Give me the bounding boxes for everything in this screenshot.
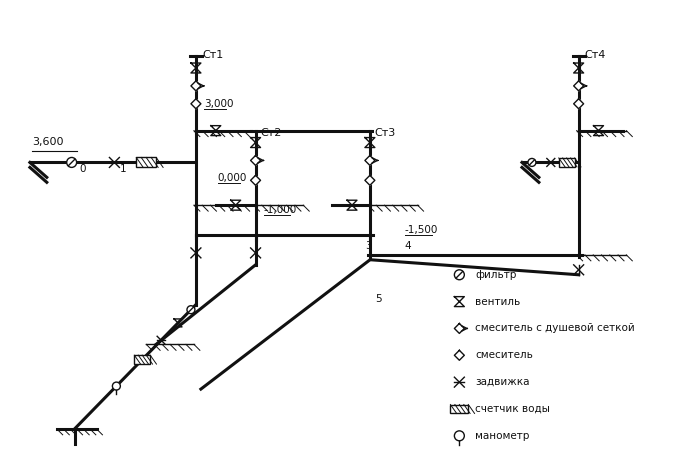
Circle shape (528, 159, 536, 167)
Polygon shape (251, 155, 260, 165)
Circle shape (66, 158, 76, 168)
Text: 0,000: 0,000 (218, 173, 247, 183)
Circle shape (454, 431, 464, 441)
Polygon shape (365, 176, 375, 185)
Text: 3,600: 3,600 (32, 136, 64, 146)
Text: Ст3: Ст3 (375, 127, 396, 138)
Polygon shape (574, 99, 584, 109)
Polygon shape (454, 323, 464, 333)
Text: 3: 3 (365, 241, 372, 251)
Bar (136, 158, 156, 168)
Text: задвижка: задвижка (475, 377, 530, 387)
Text: -1,500: -1,500 (405, 225, 438, 235)
Text: Ст1: Ст1 (202, 50, 223, 60)
Circle shape (187, 306, 195, 314)
Circle shape (113, 382, 120, 390)
Polygon shape (574, 81, 584, 91)
Polygon shape (191, 99, 201, 109)
Text: смеситель: смеситель (475, 350, 533, 360)
Text: 3,000: 3,000 (204, 99, 233, 109)
Polygon shape (251, 176, 260, 185)
Text: 4: 4 (405, 241, 412, 251)
Bar (559, 158, 575, 167)
Bar (134, 355, 150, 364)
Text: -1,000: -1,000 (263, 205, 297, 215)
Text: вентиль: вентиль (475, 296, 521, 307)
Text: счетчик воды: счетчик воды (475, 404, 550, 414)
Text: Ст2: Ст2 (260, 127, 282, 138)
Circle shape (454, 270, 464, 280)
Text: 1: 1 (120, 164, 126, 174)
Polygon shape (191, 81, 201, 91)
Text: 5: 5 (375, 294, 382, 303)
Text: Ст4: Ст4 (584, 50, 606, 60)
Polygon shape (365, 155, 375, 165)
Text: фильтр: фильтр (475, 270, 517, 280)
Text: смеситель с душевой сеткой: смеситель с душевой сеткой (475, 323, 635, 333)
Polygon shape (454, 350, 464, 360)
Text: 0: 0 (80, 164, 86, 174)
Bar (450, 405, 468, 413)
Text: манометр: манометр (475, 431, 530, 441)
